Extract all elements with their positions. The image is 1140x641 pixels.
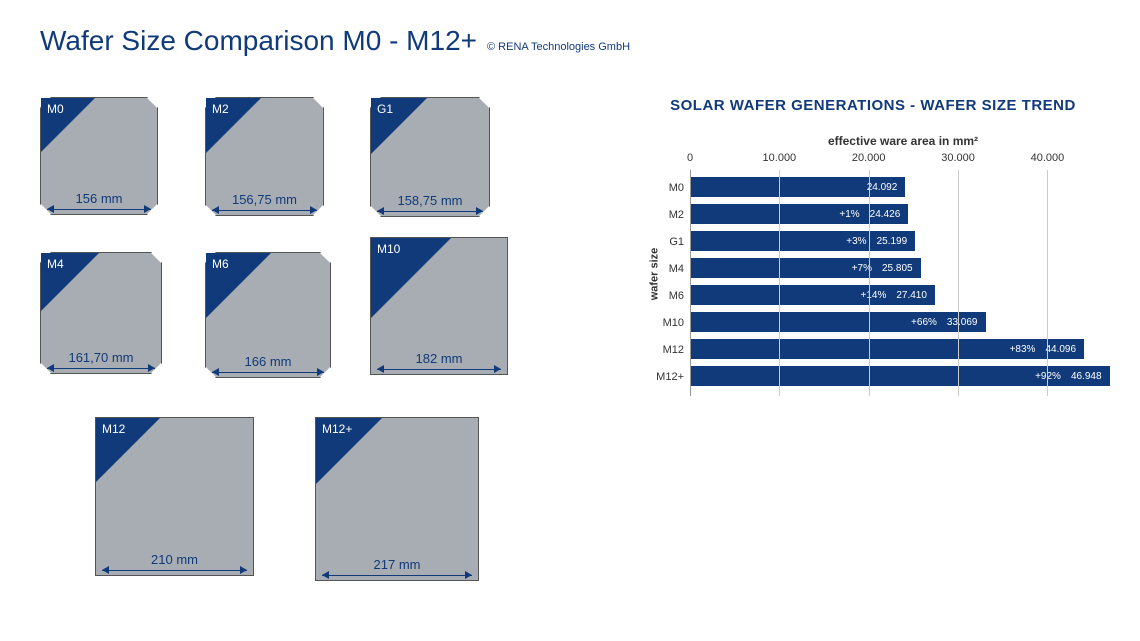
bar-value: 27.410 (896, 290, 927, 301)
wafer-m12plus: M12+ 217 mm (315, 417, 479, 581)
arrowhead-left-icon (102, 566, 109, 574)
x-tick-label: 0 (687, 152, 693, 164)
wafer-dimension: 156 mm (41, 191, 157, 206)
wafer-m4: M4 161,70 mm (40, 252, 162, 374)
bar-value: 46.948 (1071, 371, 1102, 382)
arrowhead-right-icon (144, 205, 151, 213)
arrowhead-left-icon (47, 364, 54, 372)
wafer-dimension: 166 mm (206, 354, 330, 369)
wafer-dimension: 161,70 mm (41, 350, 161, 365)
arrowhead-right-icon (476, 207, 483, 215)
gridline (690, 170, 691, 396)
bar-pct: +66% (911, 317, 937, 328)
bar-value: 44.096 (1045, 344, 1076, 355)
bar: +83% 44.096 (690, 339, 1084, 359)
wafer-m12: M12 210 mm (95, 417, 254, 576)
x-tick-label: 40.000 (1031, 152, 1065, 164)
wafer-label: M12+ (322, 422, 352, 436)
wafer-label: M0 (47, 102, 64, 116)
bar: +7%25.805 (690, 258, 921, 278)
copyright: © RENA Technologies GmbH (487, 41, 630, 53)
x-tick-label: 30.000 (941, 152, 975, 164)
bar-value: 24.092 (867, 182, 898, 193)
bar-value: 25.199 (877, 236, 908, 247)
chart-area: wafer size M0M2G1M4M6M10M12M12+ 010.0002… (646, 152, 1110, 396)
wafer-m6: M6 166 mm (205, 252, 331, 378)
arrowhead-right-icon (465, 571, 472, 579)
wafer-m10: M10 182 mm (370, 237, 508, 375)
bar-value: 24.426 (870, 209, 901, 220)
chart-panel: SOLAR WAFER GENERATIONS - WAFER SIZE TRE… (636, 97, 1110, 617)
arrowhead-right-icon (310, 206, 317, 214)
bar-pct: +14% (860, 290, 886, 301)
arrowhead-right-icon (317, 368, 324, 376)
wafer-label: M12 (102, 422, 125, 436)
arrowhead-left-icon (377, 365, 384, 373)
wafer-grid: M0 156 mm M2 156,75 mm G1 158,75 mm M4 161,70 m… (40, 97, 606, 617)
bar-value: 33.069 (947, 317, 978, 328)
wafer-dimension: 217 mm (316, 557, 478, 572)
y-label: M0 (646, 174, 690, 201)
gridline (869, 170, 870, 396)
gridline (958, 170, 959, 396)
wafer-label: G1 (377, 102, 393, 116)
x-ticks: 0 10.000 20.000 30.000 40.000 (690, 152, 1110, 170)
wafer-m2: M2 156,75 mm (205, 97, 324, 216)
y-label: M12 (646, 336, 690, 363)
wafer-notch (147, 88, 167, 108)
wafer-m0: M0 156 mm (40, 97, 158, 215)
arrowhead-left-icon (322, 571, 329, 579)
y-axis-label: wafer size (648, 248, 660, 301)
wafer-label: M2 (212, 102, 229, 116)
bar: +3% 25.199 (690, 231, 915, 251)
chart-title: SOLAR WAFER GENERATIONS - WAFER SIZE TRE… (636, 97, 1110, 114)
arrowhead-right-icon (148, 364, 155, 372)
page: Wafer Size Comparison M0 - M12+ © RENA T… (0, 0, 1140, 637)
wafer-dimension: 210 mm (96, 552, 253, 567)
gridline (1047, 170, 1048, 396)
arrowhead-left-icon (212, 206, 219, 214)
y-label: M10 (646, 309, 690, 336)
wafer-notch (313, 88, 333, 108)
bar: +66% 33.069 (690, 312, 986, 332)
arrowhead-left-icon (47, 205, 54, 213)
arrowhead-left-icon (377, 207, 384, 215)
arrowhead-right-icon (240, 566, 247, 574)
bar-pct: +3% (846, 236, 866, 247)
arrowhead-left-icon (212, 368, 219, 376)
bar-pct: +1% (839, 209, 859, 220)
wafer-dimension: 158,75 mm (371, 193, 489, 208)
wafer-label: M10 (377, 242, 400, 256)
x-tick-label: 20.000 (852, 152, 886, 164)
chart-subtitle: effective ware area in mm² (636, 134, 1110, 148)
content: M0 156 mm M2 156,75 mm G1 158,75 mm M4 161,70 m… (40, 97, 1110, 617)
y-label: M12+ (646, 363, 690, 390)
y-label: M2 (646, 201, 690, 228)
wafer-notch (320, 243, 340, 263)
wafer-notch (151, 243, 171, 263)
wafer-dimension: 156,75 mm (206, 192, 323, 207)
arrowhead-right-icon (494, 365, 501, 373)
page-title: Wafer Size Comparison M0 - M12+ (40, 25, 477, 57)
gridline (779, 170, 780, 396)
bar: 24.092 (690, 177, 905, 197)
title-row: Wafer Size Comparison M0 - M12+ © RENA T… (40, 25, 1110, 57)
wafer-notch (479, 88, 499, 108)
bar-value: 25.805 (882, 263, 913, 274)
bar-pct: +83% (1010, 344, 1036, 355)
wafer-label: M6 (212, 257, 229, 271)
chart-plot: 0 10.000 20.000 30.000 40.000 24.092 +1% 24.42… (690, 152, 1110, 396)
wafer-dimension: 182 mm (371, 351, 507, 366)
bar: +1% 24.426 (690, 204, 908, 224)
wafer-g1: G1 158,75 mm (370, 97, 490, 217)
x-tick-label: 10.000 (763, 152, 797, 164)
wafer-label: M4 (47, 257, 64, 271)
bar: +14% 27.410 (690, 285, 935, 305)
